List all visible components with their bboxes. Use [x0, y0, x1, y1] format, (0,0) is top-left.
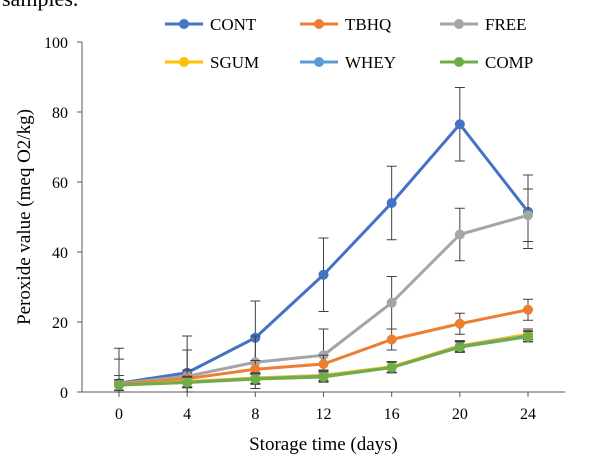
data-point [250, 364, 261, 375]
legend-label: TBHQ [345, 15, 391, 34]
legend-swatch-marker [179, 19, 189, 29]
legend-label: CONT [210, 15, 257, 34]
legend-item-tbhq: TBHQ [300, 15, 391, 34]
legend-swatch-marker [454, 19, 464, 29]
x-tick-label: 24 [520, 406, 536, 423]
series-comp [114, 330, 533, 391]
legend-item-free: FREE [440, 15, 527, 34]
y-tick-label: 100 [44, 35, 68, 52]
series-lines [114, 87, 533, 393]
x-tick-labels: 0 4 8 12 16 20 24 [115, 392, 536, 423]
y-tick-label: 60 [52, 175, 68, 192]
data-point [318, 359, 329, 369]
data-point [454, 318, 465, 329]
data-point [318, 371, 329, 382]
legend-swatch-marker [314, 19, 324, 29]
data-point [523, 331, 533, 342]
x-tick-label: 8 [251, 406, 259, 423]
y-tick-label: 80 [52, 105, 68, 122]
y-axis-title: Peroxide value (meq O2/kg) [14, 109, 35, 325]
x-axis-title: Storage time (days) [249, 434, 398, 455]
x-tick-label: 4 [183, 406, 191, 423]
legend-item-cont: CONT [165, 15, 257, 34]
data-point [386, 198, 397, 208]
legend-swatch-marker [314, 57, 324, 67]
x-tick-label: 20 [452, 406, 468, 423]
y-tick-label: 0 [60, 385, 68, 402]
legend-item-comp: COMP [440, 53, 533, 72]
x-tick-label: 0 [115, 406, 123, 423]
legend-label: FREE [485, 15, 527, 34]
legend: CONT TBHQ FREE SGUM WHEY COMP [165, 15, 533, 72]
legend-label: COMP [485, 53, 533, 72]
x-tick-label: 12 [316, 406, 332, 423]
data-point [114, 380, 124, 390]
data-point [318, 269, 329, 280]
legend-swatch-marker [454, 57, 464, 67]
y-tick-label: 20 [52, 315, 68, 332]
legend-item-sgum: SGUM [165, 53, 259, 72]
data-point [523, 210, 533, 221]
x-tick-label: 16 [384, 406, 400, 423]
y-tick-label: 40 [52, 245, 68, 262]
data-point [386, 362, 397, 373]
data-point [250, 374, 261, 385]
data-point [454, 229, 465, 240]
data-point [454, 119, 465, 130]
legend-label: SGUM [210, 53, 259, 72]
caption-fragment: samples. [2, 0, 78, 12]
data-point [523, 304, 533, 315]
data-point [386, 297, 397, 308]
y-tick-labels: 0 20 40 60 80 100 [44, 35, 82, 402]
data-point [454, 342, 465, 353]
data-point [386, 334, 397, 345]
legend-swatch-marker [179, 57, 189, 67]
legend-label: WHEY [345, 53, 396, 72]
legend-item-whey: WHEY [300, 53, 396, 72]
data-point [182, 377, 193, 388]
